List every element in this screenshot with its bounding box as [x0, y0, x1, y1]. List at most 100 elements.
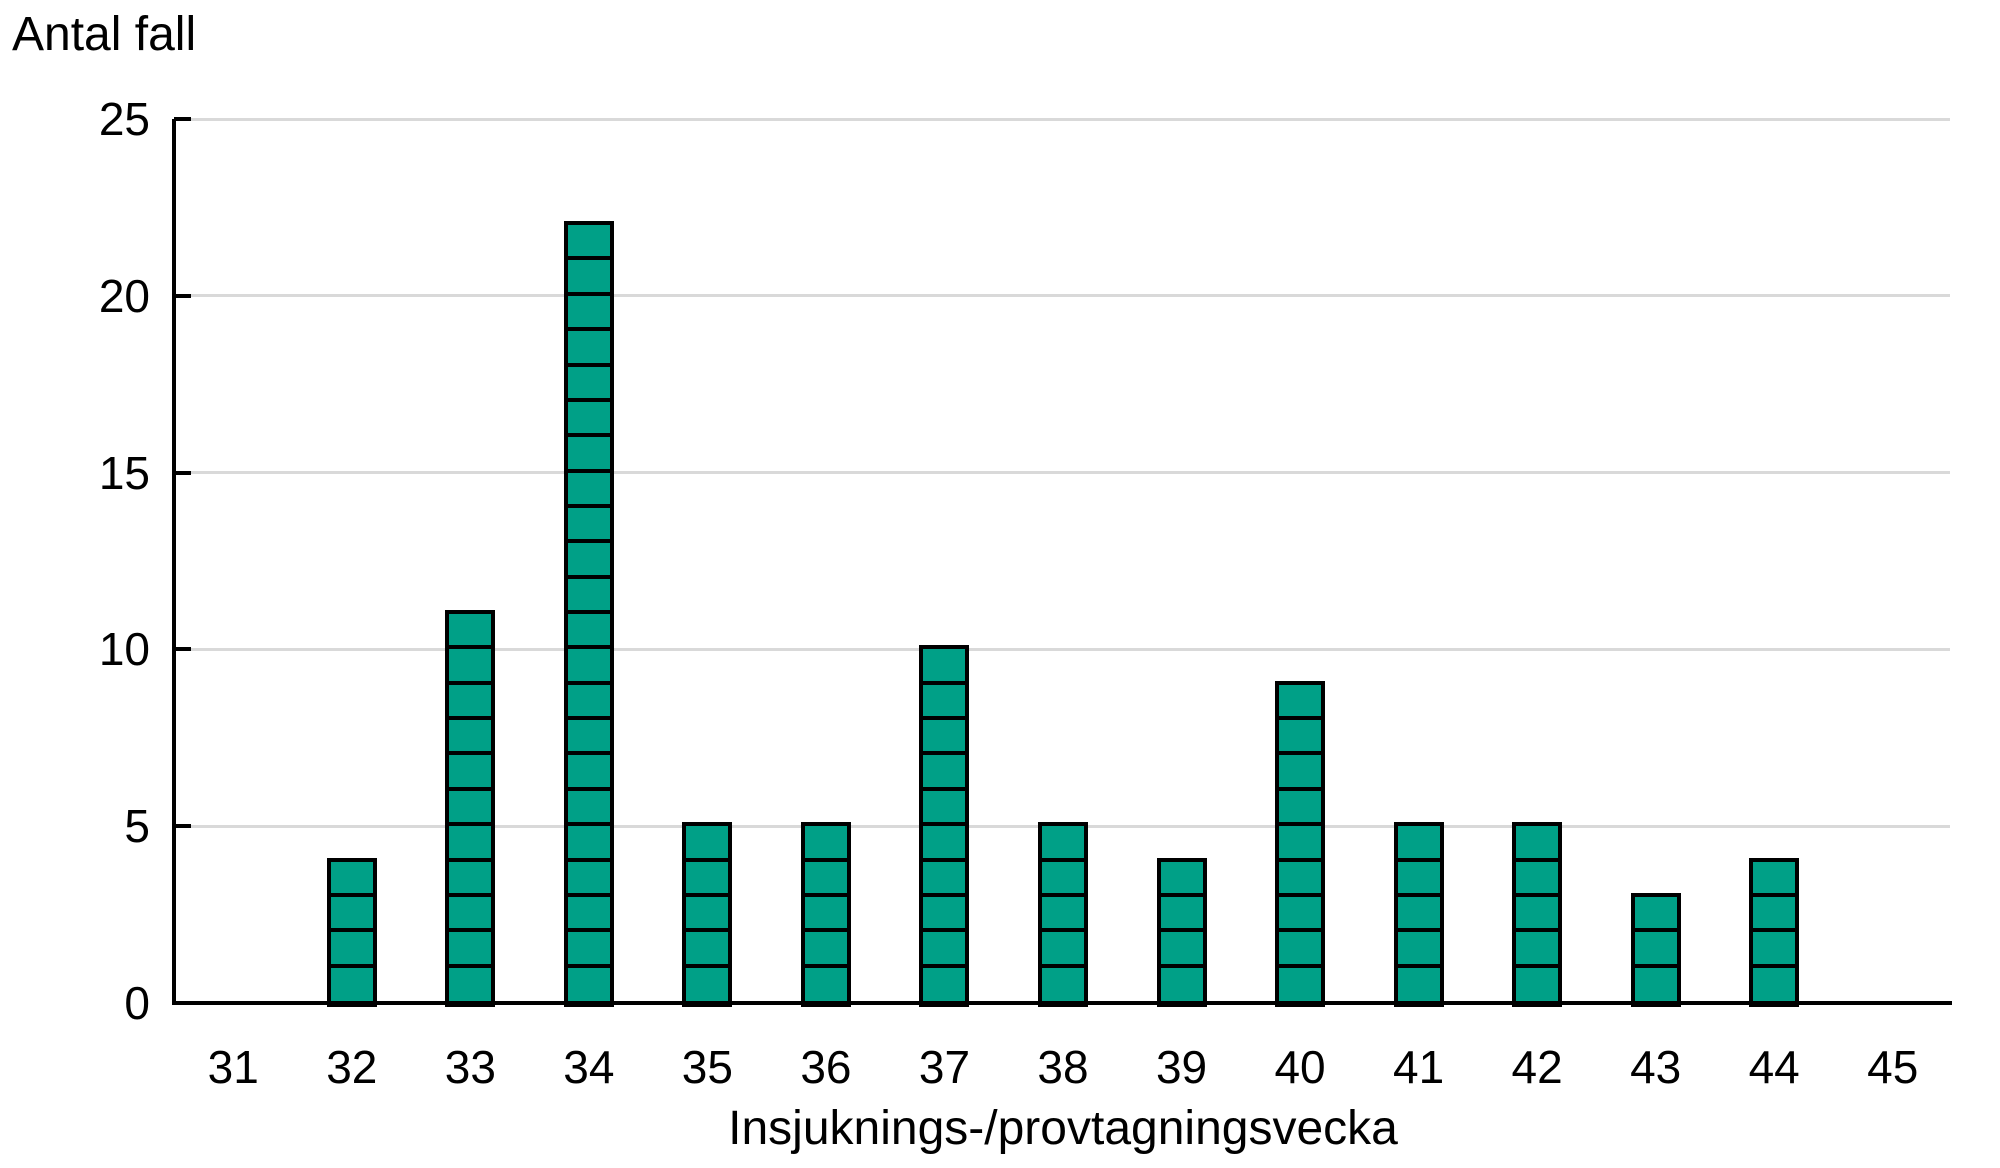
bar-segment	[1042, 826, 1084, 862]
y-axis-tick	[174, 470, 191, 475]
bar-segment	[567, 897, 610, 933]
bar-segment	[567, 685, 610, 721]
bar-segment	[1279, 897, 1322, 933]
bar-segment	[567, 296, 610, 332]
bar-segment	[567, 543, 610, 579]
bar-segment	[1635, 968, 1677, 1003]
bar-segment	[449, 649, 492, 685]
bar-segment	[567, 791, 610, 827]
bar-segment	[1160, 897, 1203, 933]
y-tick-label: 20	[98, 269, 150, 322]
x-tick-label: 35	[681, 1041, 733, 1093]
bar-segment	[1279, 862, 1322, 897]
bar-segment	[1160, 862, 1203, 897]
bar-segment	[923, 720, 966, 756]
y-tick-label: 15	[98, 446, 150, 499]
bar-segment	[1753, 897, 1796, 933]
bar	[800, 822, 851, 1007]
x-tick-label: 34	[563, 1041, 615, 1093]
bar	[1275, 680, 1326, 1007]
bar-segment	[923, 932, 966, 968]
x-tick-label: 32	[326, 1041, 378, 1093]
gridline	[174, 647, 1950, 651]
bar-segment	[1161, 968, 1203, 1003]
gridline	[174, 471, 1950, 475]
x-tick-label: 44	[1748, 1041, 1800, 1093]
bar-segment	[1753, 968, 1795, 1003]
bar-segment	[449, 826, 492, 862]
x-tick-label: 40	[1274, 1041, 1326, 1093]
bar-segment	[567, 932, 610, 968]
x-tick-label: 42	[1511, 1041, 1563, 1093]
bar-segment	[567, 508, 610, 544]
bar-segment	[330, 932, 373, 968]
x-tick-label: 36	[800, 1041, 852, 1093]
bar-segment	[567, 473, 610, 508]
bar-segment	[923, 649, 966, 685]
bar-segment	[1397, 897, 1440, 933]
bar-segment	[449, 720, 492, 756]
y-axis-line	[172, 119, 176, 1005]
bar-segment	[567, 862, 610, 897]
bar-segment	[1398, 968, 1440, 1003]
bar-segment	[1516, 826, 1559, 862]
bar-segment	[567, 614, 610, 650]
bar	[682, 822, 733, 1007]
bar-segment	[449, 932, 492, 968]
x-tick-label: 41	[1393, 1041, 1445, 1093]
x-tick-label: 37	[918, 1041, 971, 1093]
bar	[563, 221, 614, 1007]
bar-segment	[567, 755, 610, 791]
bar-segment	[1279, 720, 1322, 756]
x-axis-title: Insjuknings-/provtagningsvecka	[728, 1102, 1398, 1155]
bar-segment	[923, 862, 966, 897]
x-tick-label: 39	[1155, 1041, 1208, 1093]
bar-segment	[567, 579, 610, 615]
bar-segment	[1397, 932, 1440, 968]
gridline	[174, 117, 1950, 121]
y-tick-label: 25	[98, 93, 150, 145]
bar-segment	[923, 791, 966, 827]
y-axis-tick	[174, 293, 191, 298]
bar	[1749, 857, 1800, 1007]
bar	[1630, 892, 1681, 1007]
bar-segment	[923, 685, 966, 721]
bar-segment	[567, 649, 610, 685]
bar-segment	[449, 755, 492, 791]
bar-segment	[449, 862, 492, 897]
bar-segment	[1634, 897, 1677, 933]
bar	[445, 610, 496, 1007]
bar-segment	[567, 437, 610, 473]
x-tick-label: 31	[207, 1041, 259, 1093]
bar	[919, 645, 970, 1007]
bar	[1512, 822, 1563, 1007]
bar-segment	[1279, 968, 1321, 1003]
bar-segment	[567, 826, 610, 862]
x-tick-label: 43	[1630, 1041, 1682, 1093]
y-axis-tick	[174, 647, 191, 652]
x-tick-label: 33	[444, 1041, 496, 1093]
bar-segment	[804, 862, 847, 897]
bar-segment	[686, 826, 729, 862]
y-axis-title: Antal fall	[12, 8, 197, 61]
bar-segment	[686, 897, 729, 933]
bar-segment	[568, 968, 610, 1003]
bar-segment	[1516, 897, 1559, 933]
bar-segment	[567, 331, 610, 367]
y-tick-label: 0	[124, 977, 150, 1029]
bar-segment	[449, 968, 491, 1003]
bar-segment	[1042, 932, 1084, 968]
y-axis-tick	[174, 117, 191, 121]
bar	[326, 857, 377, 1007]
bar-segment	[1279, 932, 1322, 968]
bar	[1156, 857, 1207, 1007]
bar-segment	[1397, 862, 1440, 897]
bar-segment	[1279, 826, 1322, 862]
bar-segment	[805, 968, 847, 1003]
bar-segment	[1397, 826, 1440, 862]
bar	[1393, 822, 1444, 1007]
y-axis-tick	[174, 824, 191, 829]
bar-segment	[567, 225, 610, 261]
bar-segment	[449, 614, 492, 650]
